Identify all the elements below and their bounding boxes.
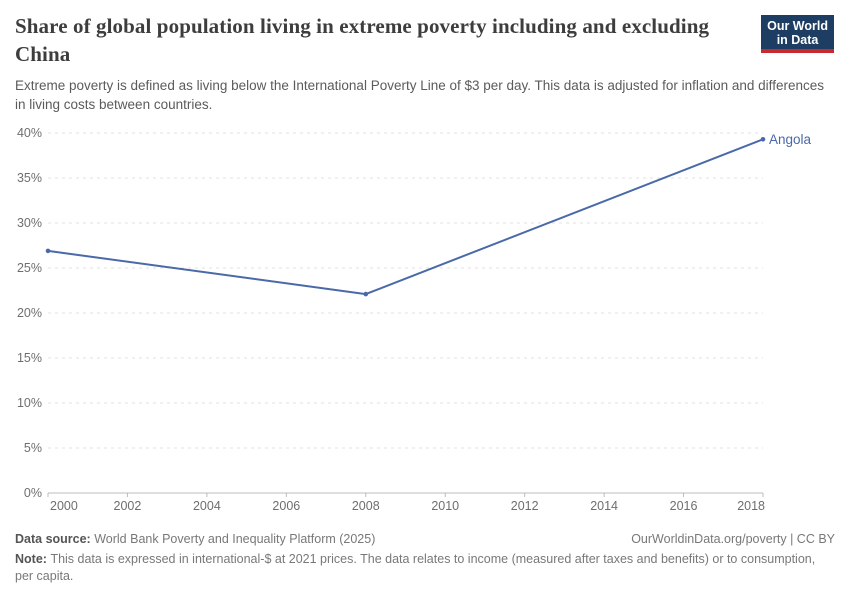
credit-separator: | [786, 532, 797, 546]
footer-note: Note: This data is expressed in internat… [15, 551, 835, 585]
y-tick-label-15: 15% [17, 351, 42, 365]
note-label: Note: [15, 552, 47, 566]
chart-footer: Data source: World Bank Poverty and Ineq… [15, 531, 835, 585]
x-tick-label-2000: 2000 [50, 499, 78, 513]
x-tick-label-2008: 2008 [352, 499, 380, 513]
owid-logo-line1: Our World [767, 19, 828, 33]
x-tick-label-2004: 2004 [193, 499, 221, 513]
data-point-angola-2008[interactable] [363, 291, 369, 297]
y-tick-label-10: 10% [17, 396, 42, 410]
note-text: This data is expressed in international-… [15, 552, 816, 583]
footer-credits: OurWorldinData.org/poverty | CC BY [631, 531, 835, 547]
owid-url-link[interactable]: OurWorldinData.org/poverty [631, 532, 787, 546]
owid-logo-line2: in Data [776, 33, 819, 47]
chart-header: Share of global population living in ext… [15, 12, 835, 114]
series-end-label[interactable]: Angola [769, 132, 812, 147]
data-source-line: Data source: World Bank Poverty and Ineq… [15, 531, 375, 547]
y-tick-label-35: 35% [17, 171, 42, 185]
y-tick-label-25: 25% [17, 261, 42, 275]
data-point-angola-2018[interactable] [760, 137, 766, 142]
data-line-angola[interactable] [47, 138, 764, 296]
license-label: CC BY [796, 532, 835, 546]
data-source-label: Data source: [15, 532, 91, 546]
y-tick-label-40: 40% [17, 126, 42, 140]
data-point-angola-2000[interactable] [45, 248, 51, 254]
y-tick-label-5: 5% [24, 441, 42, 455]
data-source-text: World Bank Poverty and Inequality Platfo… [94, 532, 376, 546]
x-tick-label-2006: 2006 [272, 499, 300, 513]
y-tick-label-20: 20% [17, 306, 42, 320]
owid-logo[interactable]: Our World in Data [761, 15, 834, 53]
x-tick-label-2012: 2012 [511, 499, 539, 513]
y-tick-label-0: 0% [24, 486, 42, 500]
x-tick-label-2010: 2010 [431, 499, 459, 513]
x-tick-label-2002: 2002 [114, 499, 142, 513]
x-tick-label-2018: 2018 [737, 499, 765, 513]
x-tick-label-2014: 2014 [590, 499, 618, 513]
x-tick-label-2016: 2016 [670, 499, 698, 513]
chart-subtitle: Extreme poverty is defined as living bel… [15, 78, 824, 112]
y-tick-label-30: 30% [17, 216, 42, 230]
chart-title: Share of global population living in ext… [15, 14, 710, 66]
